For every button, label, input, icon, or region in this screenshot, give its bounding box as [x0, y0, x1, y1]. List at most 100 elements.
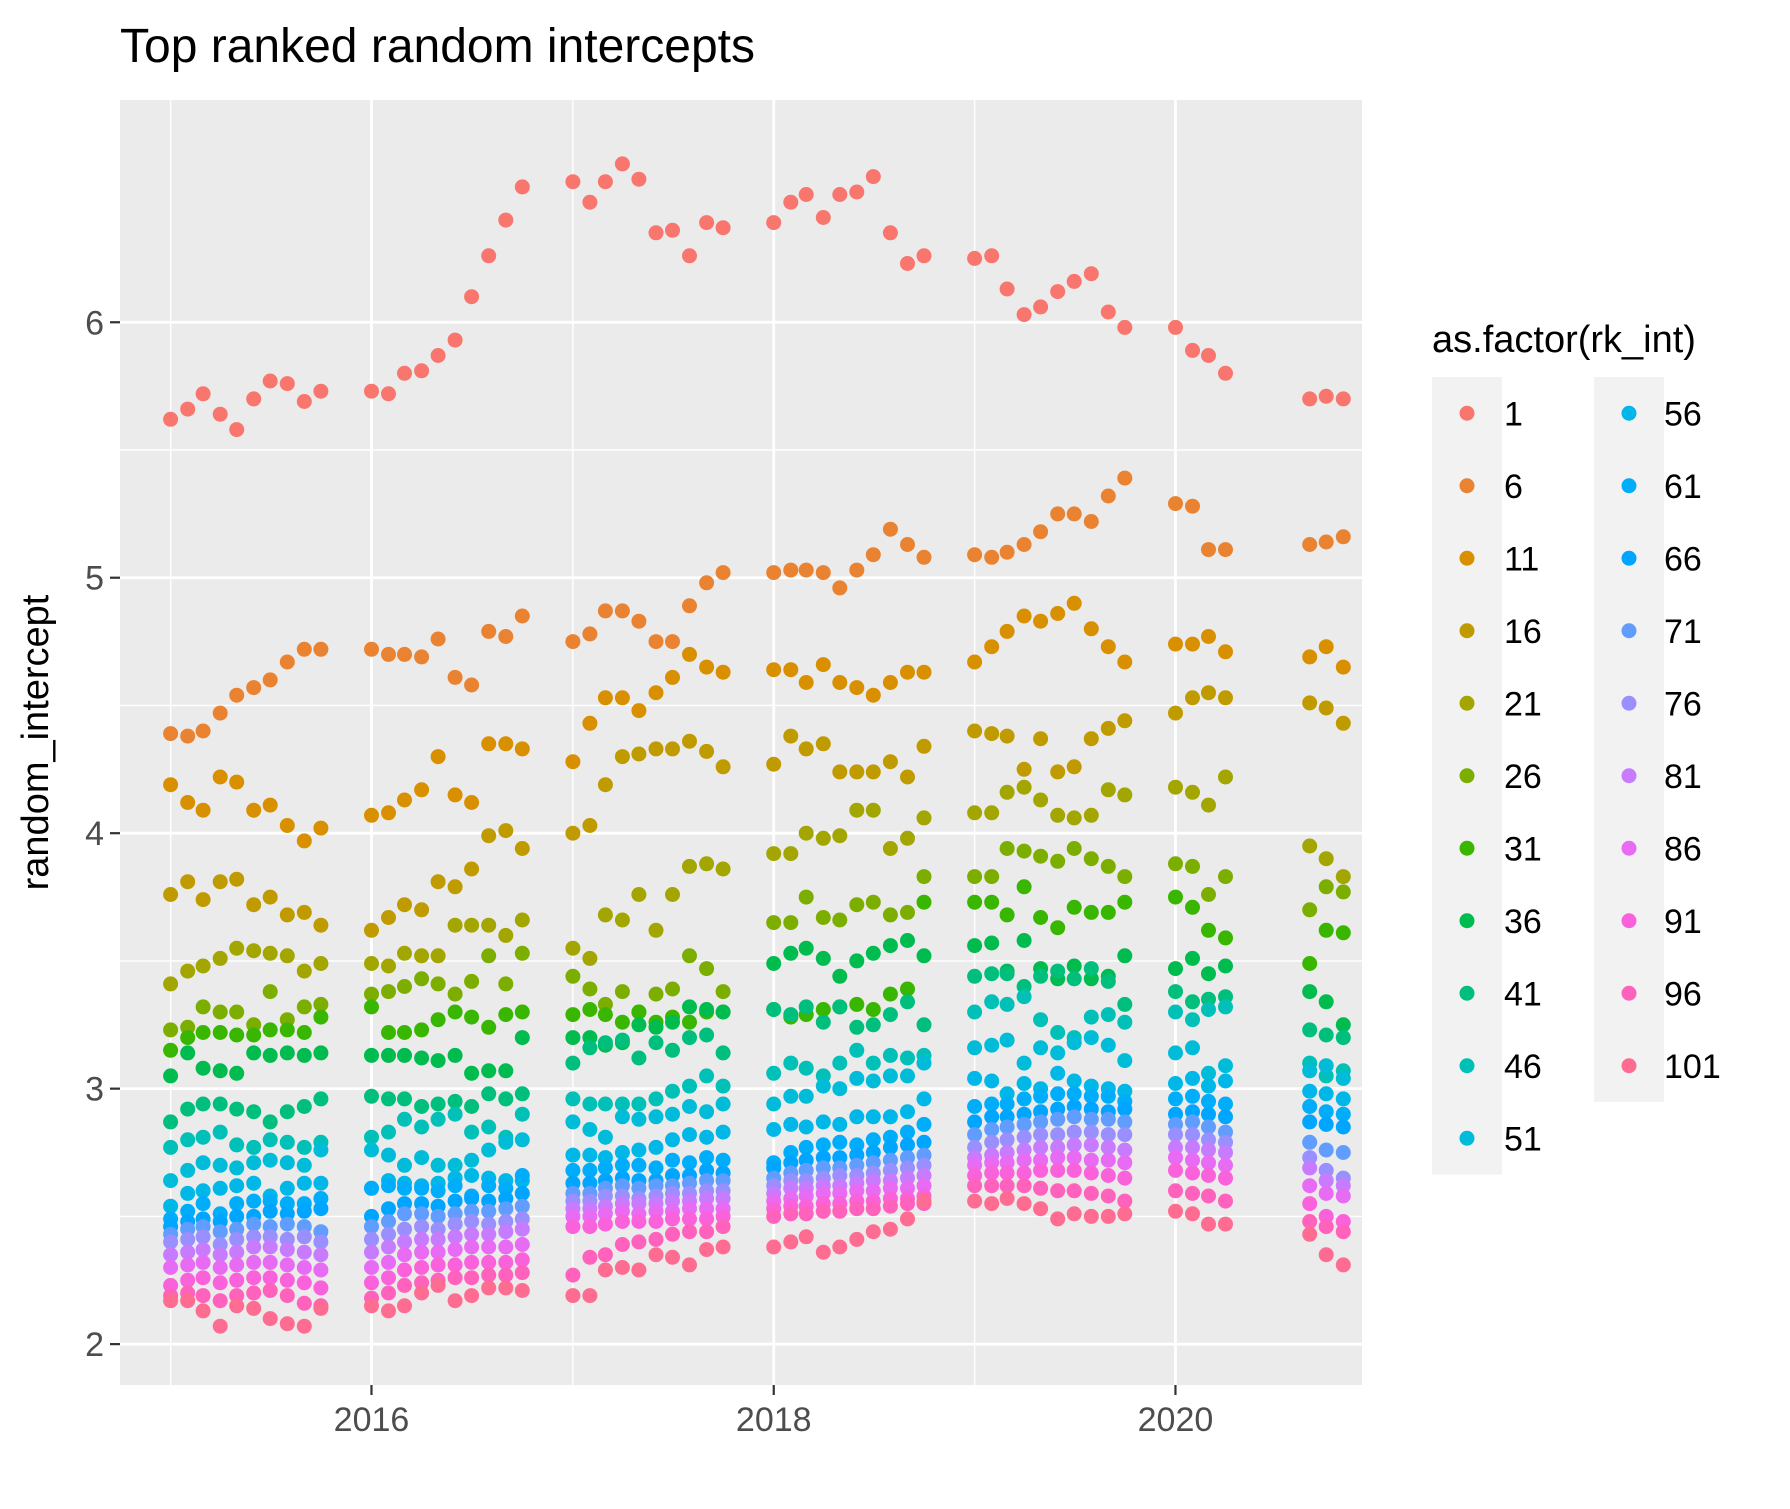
- data-point: [212, 1180, 228, 1196]
- legend-key: [1621, 405, 1637, 421]
- data-point: [1033, 1201, 1049, 1217]
- data-point: [1117, 1101, 1133, 1117]
- legend-item-31: 31: [1459, 830, 1542, 868]
- data-point: [715, 565, 731, 581]
- data-point: [565, 754, 581, 770]
- data-point: [1218, 365, 1233, 381]
- legend-item-41: 41: [1459, 975, 1542, 1013]
- data-point: [1185, 784, 1200, 800]
- data-point: [798, 1060, 814, 1076]
- data-point: [296, 641, 312, 657]
- data-point: [1302, 1150, 1318, 1166]
- data-point: [1201, 1216, 1216, 1232]
- data-point: [1016, 1076, 1032, 1091]
- data-point: [447, 1257, 463, 1273]
- data-point: [1318, 1027, 1334, 1043]
- data-point: [614, 156, 630, 172]
- data-point: [430, 1208, 446, 1224]
- data-point: [699, 1224, 715, 1240]
- data-point: [1016, 1129, 1032, 1145]
- legend-item-36: 36: [1459, 903, 1542, 941]
- data-point: [967, 1040, 983, 1056]
- data-point: [246, 1216, 262, 1232]
- data-point: [1100, 1188, 1116, 1204]
- data-point: [631, 1262, 647, 1278]
- data-point: [631, 1157, 647, 1173]
- data-point: [882, 675, 898, 690]
- data-point: [967, 1004, 983, 1020]
- data-point: [865, 1002, 881, 1017]
- data-point: [1033, 910, 1049, 925]
- data-point: [1201, 1093, 1216, 1109]
- data-point: [849, 1070, 865, 1086]
- legend-item-101: 101: [1621, 1048, 1721, 1086]
- data-point: [481, 828, 497, 844]
- data-point: [447, 1004, 463, 1020]
- data-point: [631, 1111, 647, 1127]
- data-point: [1335, 869, 1351, 885]
- data-point: [414, 1022, 430, 1038]
- data-point: [665, 1211, 680, 1227]
- legend-label: 41: [1504, 975, 1542, 1013]
- data-point: [900, 830, 915, 846]
- data-point: [832, 912, 848, 928]
- data-point: [1016, 1196, 1032, 1212]
- data-point: [900, 994, 915, 1010]
- data-point: [832, 187, 848, 202]
- data-point: [212, 1096, 228, 1112]
- data-point: [414, 782, 430, 798]
- data-point: [1302, 391, 1318, 407]
- data-point: [447, 1270, 463, 1286]
- data-point: [364, 999, 379, 1015]
- legend-item-1: 1: [1459, 395, 1523, 433]
- legend-label: 81: [1664, 758, 1702, 796]
- data-point: [1218, 769, 1233, 785]
- data-point: [212, 1124, 228, 1140]
- data-point: [832, 1081, 848, 1097]
- data-point: [514, 1211, 530, 1227]
- data-point: [648, 634, 664, 650]
- data-point: [1201, 922, 1216, 938]
- data-point: [296, 833, 312, 849]
- data-point: [381, 910, 396, 925]
- data-point: [163, 1139, 179, 1155]
- data-point: [1050, 1045, 1066, 1061]
- data-point: [582, 1249, 598, 1265]
- data-point: [397, 1206, 412, 1222]
- data-point: [381, 1147, 396, 1163]
- data-point: [414, 1050, 430, 1066]
- data-point: [865, 1017, 881, 1033]
- data-point: [498, 212, 514, 228]
- data-point: [699, 659, 715, 675]
- data-point: [246, 1175, 262, 1191]
- data-point: [430, 631, 446, 647]
- data-point: [364, 1142, 379, 1158]
- data-point: [1185, 899, 1200, 915]
- data-point: [597, 1160, 613, 1176]
- data-point: [296, 1139, 312, 1155]
- data-point: [715, 1004, 731, 1020]
- data-point: [1117, 894, 1133, 910]
- data-point: [397, 1025, 412, 1040]
- data-point: [1050, 506, 1066, 522]
- data-point: [631, 171, 647, 187]
- data-point: [498, 1091, 514, 1107]
- legend-item-16: 16: [1459, 613, 1542, 651]
- data-point: [665, 669, 680, 685]
- data-point: [1185, 1206, 1200, 1222]
- data-point: [916, 248, 932, 264]
- data-point: [180, 1231, 196, 1247]
- data-point: [180, 795, 196, 810]
- data-point: [832, 1116, 848, 1132]
- data-point: [464, 861, 480, 877]
- data-point: [246, 1139, 262, 1155]
- series-31: [163, 879, 1351, 1058]
- data-point: [1083, 1124, 1099, 1140]
- data-point: [246, 802, 262, 818]
- data-point: [514, 741, 530, 757]
- data-point: [313, 1091, 329, 1107]
- legend-key: [1621, 840, 1637, 856]
- data-point: [916, 1193, 932, 1209]
- data-point: [296, 394, 312, 409]
- data-point: [1201, 1078, 1216, 1094]
